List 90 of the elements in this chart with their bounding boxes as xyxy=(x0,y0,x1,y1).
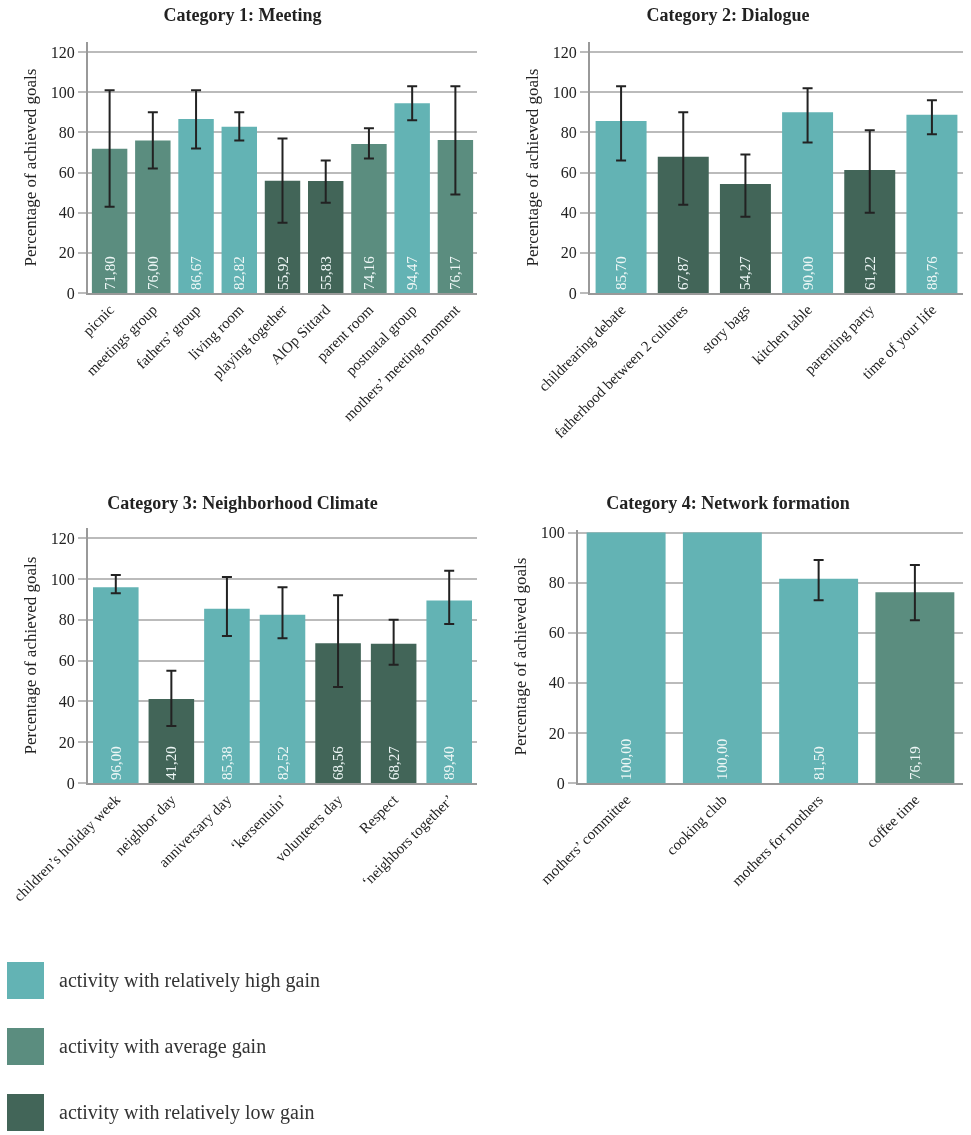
y-tick-label: 40 xyxy=(58,204,75,222)
bar xyxy=(394,103,430,293)
bar xyxy=(315,643,361,783)
bar xyxy=(93,587,139,783)
y-tick-label: 100 xyxy=(50,570,75,588)
bar xyxy=(148,698,195,783)
y-tick-label: 80 xyxy=(58,611,75,629)
bar xyxy=(437,140,474,293)
data-label: 85,38 xyxy=(218,746,235,780)
y-tick-label: 20 xyxy=(58,733,75,751)
bar xyxy=(682,532,762,783)
bar xyxy=(719,184,771,293)
data-label: 85,70 xyxy=(613,256,630,290)
bar xyxy=(782,112,834,293)
y-tick-label: 0 xyxy=(568,284,577,302)
y-axis-title: Percentage of achieved goals xyxy=(20,556,40,755)
y-tick-label: 0 xyxy=(66,284,75,302)
data-label: 74,16 xyxy=(360,255,377,290)
bar xyxy=(204,608,250,783)
y-tick-label: 100 xyxy=(552,83,577,101)
y-tick-label: 120 xyxy=(50,529,75,547)
chart-title: Category 3: Neighborhood Climate xyxy=(107,492,378,513)
data-label: 89,40 xyxy=(441,746,458,780)
y-tick-label: 40 xyxy=(58,693,75,710)
data-label: 100,00 xyxy=(618,738,635,780)
bar xyxy=(221,126,257,293)
y-tick-label: 60 xyxy=(560,164,577,182)
legend-label: activity with average gain xyxy=(59,1035,267,1058)
bar xyxy=(264,180,301,293)
data-label: 88,76 xyxy=(923,255,940,290)
y-axis-title: Percentage of achieved goals xyxy=(510,557,530,756)
data-label: 82,52 xyxy=(274,746,291,780)
bar xyxy=(351,144,387,293)
data-label: 61,22 xyxy=(861,256,878,290)
y-tick-label: 60 xyxy=(58,164,75,182)
data-label: 76,00 xyxy=(144,256,161,290)
y-tick-label: 0 xyxy=(66,774,75,792)
bar xyxy=(178,118,214,293)
chart-title: Category 4: Network formation xyxy=(606,492,850,513)
bar xyxy=(259,614,306,783)
data-label: 71,80 xyxy=(101,256,118,290)
bar xyxy=(426,600,472,783)
data-label: 76,17 xyxy=(447,255,464,290)
y-tick-label: 120 xyxy=(50,43,75,61)
data-label: 76,19 xyxy=(906,746,923,780)
y-tick-label: 60 xyxy=(548,624,565,642)
y-tick-label: 100 xyxy=(50,83,75,101)
data-label: 55,83 xyxy=(317,256,334,290)
y-tick-label: 0 xyxy=(556,774,565,792)
y-tick-label: 40 xyxy=(560,204,577,222)
bar xyxy=(657,156,709,293)
chart-title: Category 1: Meeting xyxy=(163,4,322,25)
bar xyxy=(844,170,896,293)
data-label: 82,82 xyxy=(231,256,248,290)
bar xyxy=(875,592,955,783)
y-tick-label: 80 xyxy=(58,123,75,141)
y-axis-title: Percentage of achieved goals xyxy=(20,68,40,267)
bar xyxy=(906,114,958,293)
y-tick-label: 20 xyxy=(560,244,577,262)
data-label: 96,00 xyxy=(107,746,124,780)
y-tick-label: 100 xyxy=(540,524,565,542)
y-tick-label: 20 xyxy=(58,244,75,262)
bar xyxy=(308,180,344,293)
data-label: 54,27 xyxy=(737,255,754,290)
data-label: 81,50 xyxy=(810,746,827,780)
y-tick-label: 80 xyxy=(548,574,565,592)
y-tick-label: 80 xyxy=(560,123,577,141)
y-tick-label: 60 xyxy=(58,652,75,670)
bar xyxy=(370,643,417,783)
chart-title: Category 2: Dialogue xyxy=(646,4,810,25)
data-label: 68,27 xyxy=(385,745,402,780)
data-label: 86,67 xyxy=(188,255,205,290)
data-label: 41,20 xyxy=(163,746,180,780)
data-label: 67,87 xyxy=(675,255,692,290)
y-tick-label: 40 xyxy=(548,674,565,692)
bar xyxy=(586,532,666,783)
data-label: 100,00 xyxy=(714,738,731,780)
data-label: 90,00 xyxy=(799,256,816,290)
bar xyxy=(135,140,171,293)
data-label: 55,92 xyxy=(274,256,291,290)
data-label: 94,47 xyxy=(404,255,421,290)
bar xyxy=(595,120,647,293)
y-axis-title: Percentage of achieved goals xyxy=(522,68,542,267)
y-tick-label: 120 xyxy=(552,43,577,61)
data-label: 68,56 xyxy=(330,745,347,780)
bar xyxy=(779,578,859,783)
bar xyxy=(91,148,128,293)
legend-label: activity with relatively high gain xyxy=(59,969,321,992)
legend-label: activity with relatively low gain xyxy=(59,1101,315,1124)
y-tick-label: 20 xyxy=(548,724,565,742)
